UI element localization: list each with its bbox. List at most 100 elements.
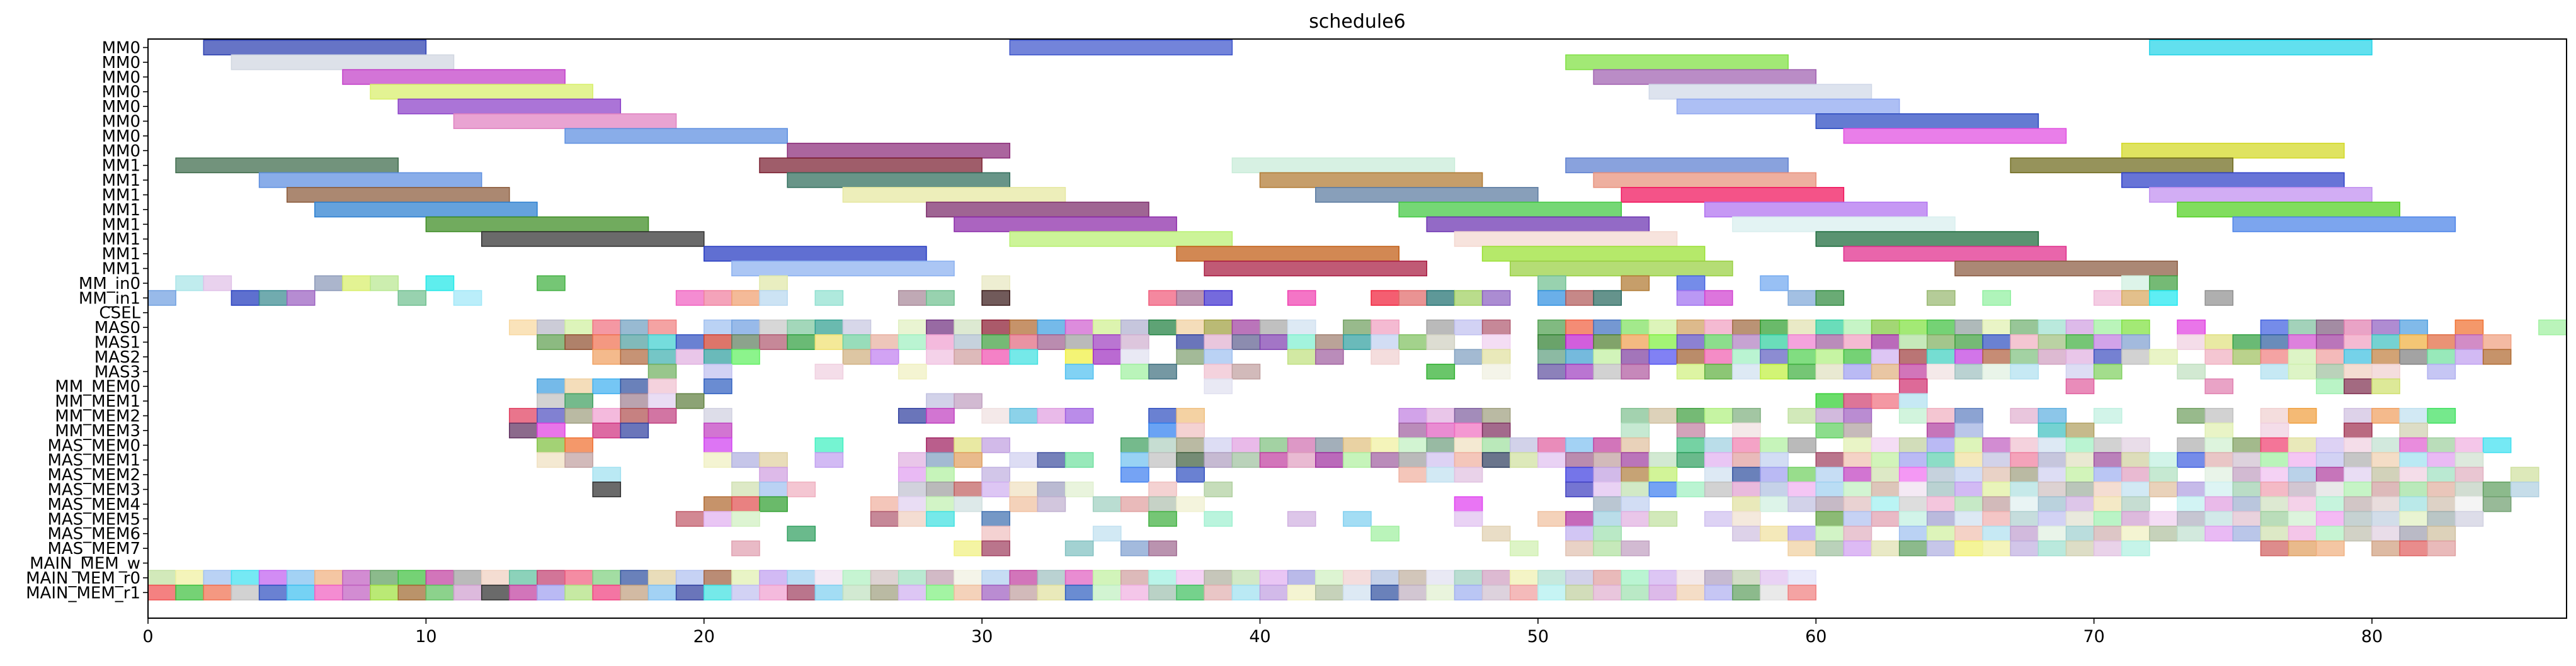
task-bar [1898,378,1928,395]
task-bar [1954,437,1983,453]
task-bar [842,187,1066,203]
task-bar [1927,408,1956,424]
task-bar [1648,408,1678,424]
task-bar [537,378,566,395]
task-bar [1231,570,1261,586]
task-bar [1204,319,1233,336]
task-bar [2204,526,2234,542]
task-bar [1982,334,2011,350]
task-bar [1204,363,1233,380]
task-bar [1204,511,1233,527]
task-bar [842,584,872,601]
task-bar [647,393,677,409]
task-bar [397,570,427,586]
task-bar [1398,570,1428,586]
task-bar [2177,526,2206,542]
task-bar [1704,334,1733,350]
task-bar [425,570,455,586]
task-bar [1648,482,1678,497]
task-bar [147,584,176,601]
task-bar [2344,511,2373,527]
task-bar [2344,334,2373,350]
task-bar [1982,349,2011,365]
task-bar [1537,511,1566,527]
task-bar [1426,570,1456,586]
task-bar [1815,452,1845,468]
task-bar [1092,526,1122,542]
task-bar [2204,408,2234,424]
task-bar [314,584,343,601]
y-tick-label: MAIN_MEM_r0 [26,569,140,588]
task-bar [981,570,1010,586]
task-bar [704,408,732,424]
task-bar [2065,466,2095,483]
task-bar [1593,290,1622,306]
task-bar [1954,363,1983,380]
task-bar [2288,319,2317,336]
task-bar [1927,452,1956,468]
task-bar [1426,290,1456,306]
task-bar [2427,496,2456,512]
task-bar [1092,334,1122,350]
task-bar [1815,482,1845,497]
task-bar [2427,511,2456,527]
task-bar [1593,496,1622,512]
task-bar [1259,584,1289,601]
task-bar [981,437,1010,453]
task-bar [1037,334,1066,350]
task-bar [1927,334,1956,350]
task-bar [2037,349,2067,365]
task-bar [1927,540,1956,556]
task-bar [1704,511,1733,527]
task-bar [1481,526,1511,542]
task-bar [926,201,1149,218]
task-bar [258,172,482,188]
task-bar [1120,570,1149,586]
task-bar [564,408,593,424]
task-bar [425,584,455,601]
task-bar [2316,452,2345,468]
task-bar [1398,290,1428,306]
task-bar [1148,437,1177,453]
task-bar [2204,334,2234,350]
task-bar [2316,496,2345,512]
task-bar [537,393,566,409]
task-bar [1787,290,1816,306]
task-bar [1760,482,1789,497]
task-bar [1120,319,1149,336]
task-bar [1843,246,2067,262]
task-bar [2371,452,2400,468]
task-bar [759,275,788,291]
task-bar [1454,422,1483,439]
task-bar [1064,363,1094,380]
task-bar [1565,540,1594,556]
task-bar [1815,393,1845,409]
task-bar [731,496,760,512]
task-bar [1760,349,1789,365]
y-tick-label: MM0 [102,142,140,161]
task-bar [1454,349,1483,365]
y-tick-label: MAS_MEM4 [47,495,140,514]
task-bar [314,275,343,291]
task-bar [1871,466,1900,483]
task-bar [1481,437,1511,453]
y-tick-label: MM0 [102,83,140,102]
task-bar [704,437,732,453]
task-bar [1760,437,1789,453]
task-bar [1787,437,1816,453]
task-bar [2260,452,2289,468]
task-bar [1927,466,1956,483]
task-bar [2371,526,2400,542]
task-bar [1176,408,1205,424]
task-bar [1037,408,1066,424]
task-bar [1148,363,1177,380]
task-bar [1398,201,1622,218]
task-bar [1009,334,1039,350]
task-bar [286,570,316,586]
task-bar [954,570,983,586]
task-bar [1454,570,1483,586]
task-bar [2177,408,2206,424]
task-bar [2371,363,2400,380]
task-bar [2149,40,2373,55]
task-bar [1871,511,1900,527]
